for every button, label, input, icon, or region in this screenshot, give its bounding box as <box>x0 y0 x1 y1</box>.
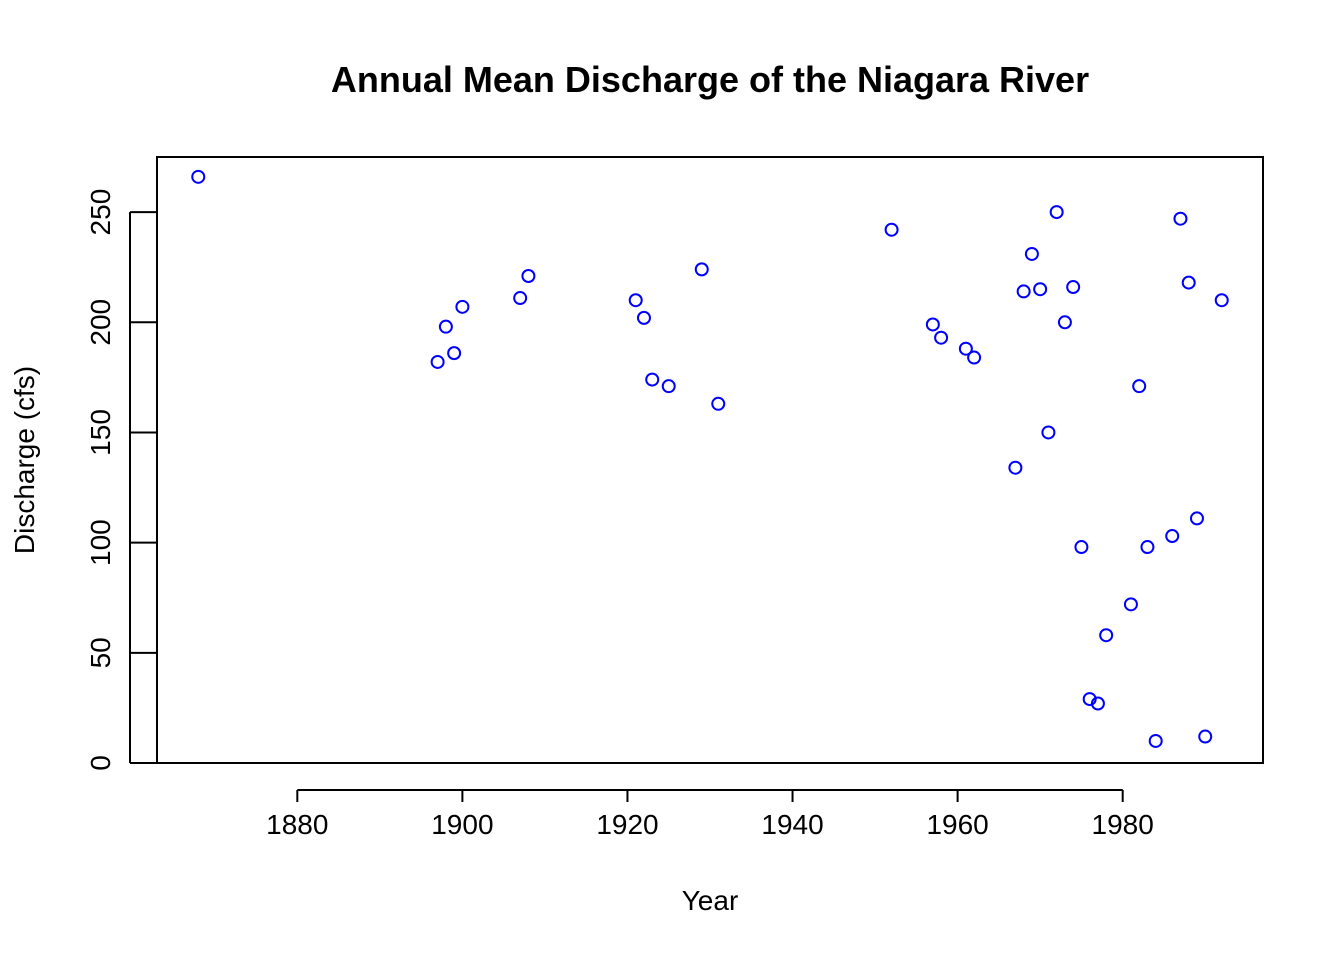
data-point <box>1132 379 1147 394</box>
data-point <box>934 330 949 345</box>
data-point <box>1074 540 1089 555</box>
data-point <box>455 299 470 314</box>
y-axis: 0 50 100 150 200 250 <box>85 189 157 771</box>
data-point <box>1049 205 1064 220</box>
x-tick-label: 1940 <box>761 809 823 840</box>
data-point <box>636 310 651 325</box>
data-point <box>430 354 445 369</box>
data-point <box>1140 540 1155 555</box>
data-points <box>191 169 1229 748</box>
data-point <box>1148 733 1163 748</box>
data-point <box>513 291 528 306</box>
data-point <box>694 262 709 277</box>
y-tick-label: 250 <box>85 189 116 236</box>
data-point <box>1123 597 1138 612</box>
data-point <box>521 268 536 283</box>
y-tick-label: 100 <box>85 519 116 566</box>
data-point <box>1198 729 1213 744</box>
x-tick-label: 1960 <box>926 809 988 840</box>
data-point <box>1024 246 1039 261</box>
x-tick-label: 1880 <box>266 809 328 840</box>
data-point <box>1214 293 1229 308</box>
data-point <box>1008 460 1023 475</box>
chart-title: Annual Mean Discharge of the Niagara Riv… <box>331 59 1089 100</box>
data-point <box>1181 275 1196 290</box>
data-point <box>958 341 973 356</box>
data-point <box>711 396 726 411</box>
data-point <box>1189 511 1204 526</box>
data-point <box>967 350 982 365</box>
x-tick-label: 1980 <box>1092 809 1154 840</box>
x-tick-label: 1900 <box>431 809 493 840</box>
data-point <box>884 222 899 237</box>
x-axis: 1880 1900 1920 1940 1960 1980 <box>266 789 1154 840</box>
data-point <box>925 317 940 332</box>
y-tick-label: 150 <box>85 409 116 456</box>
data-point <box>1057 315 1072 330</box>
data-point <box>1041 425 1056 440</box>
data-point <box>191 169 206 184</box>
data-point <box>1016 284 1031 299</box>
data-point <box>447 346 462 361</box>
data-point <box>1165 529 1180 544</box>
y-tick-label: 50 <box>85 637 116 668</box>
y-tick-label: 200 <box>85 299 116 346</box>
y-axis-label: Discharge (cfs) <box>9 366 40 554</box>
data-point <box>1066 280 1081 295</box>
data-point <box>1082 692 1097 707</box>
x-tick-label: 1920 <box>596 809 658 840</box>
data-point <box>628 293 643 308</box>
plot-frame <box>156 156 1264 764</box>
data-point <box>661 379 676 394</box>
data-point <box>1090 696 1105 711</box>
data-point <box>1099 628 1114 643</box>
data-point <box>645 372 660 387</box>
x-axis-label: Year <box>682 885 739 916</box>
y-tick-label: 0 <box>85 755 116 771</box>
data-point <box>1033 282 1048 297</box>
data-point <box>1173 211 1188 226</box>
data-point <box>438 319 453 334</box>
